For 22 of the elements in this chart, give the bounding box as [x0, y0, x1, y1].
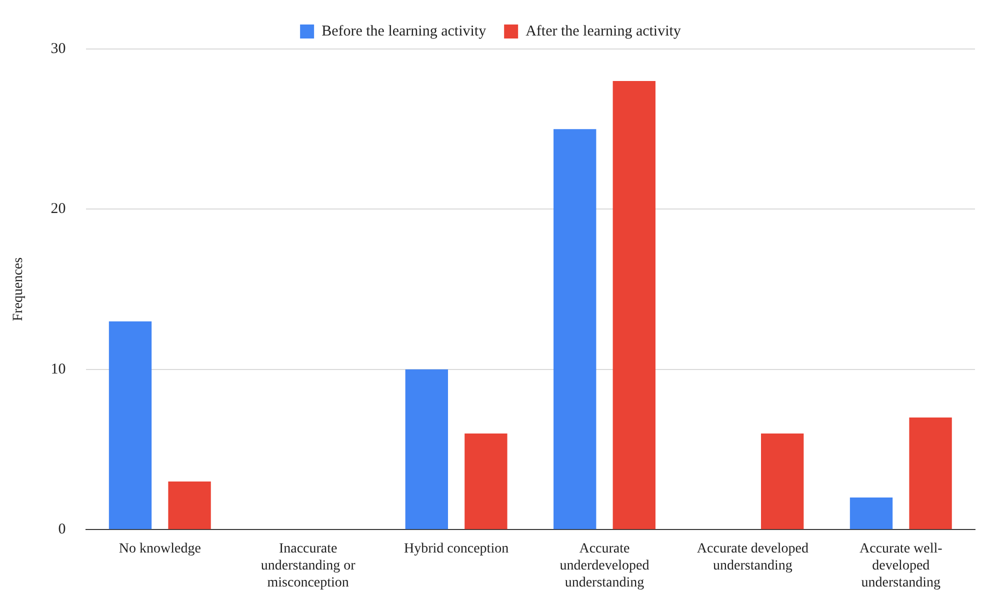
x-tick-label: Accurate developed understanding: [696, 542, 808, 574]
y-axis-title: Frequences: [11, 257, 26, 322]
x-tick-label: Accurate well-developed understanding: [860, 542, 943, 590]
bar: [554, 129, 596, 530]
x-tick-label: Hybrid conception: [404, 542, 509, 557]
bar: [108, 321, 152, 530]
x-tick-label: Accurate underdeveloped understanding: [560, 542, 650, 590]
bar: [761, 433, 804, 530]
y-tick-label: 20: [50, 201, 66, 218]
x-tick-label: No knowledge: [118, 542, 201, 557]
bar: [612, 81, 656, 530]
bar: [405, 369, 448, 530]
x-tick-label: Inaccurate understanding or misconception: [260, 542, 356, 590]
y-tick-label: 30: [50, 40, 66, 57]
y-tick-label: 10: [50, 361, 66, 378]
bar: [464, 433, 508, 530]
legend-label: After the learning activity: [526, 23, 682, 40]
legend-label: Before the learning activity: [322, 23, 487, 40]
bar: [909, 417, 952, 530]
bar: [168, 482, 211, 530]
y-tick-label: 0: [58, 522, 66, 538]
bar: [850, 498, 893, 530]
